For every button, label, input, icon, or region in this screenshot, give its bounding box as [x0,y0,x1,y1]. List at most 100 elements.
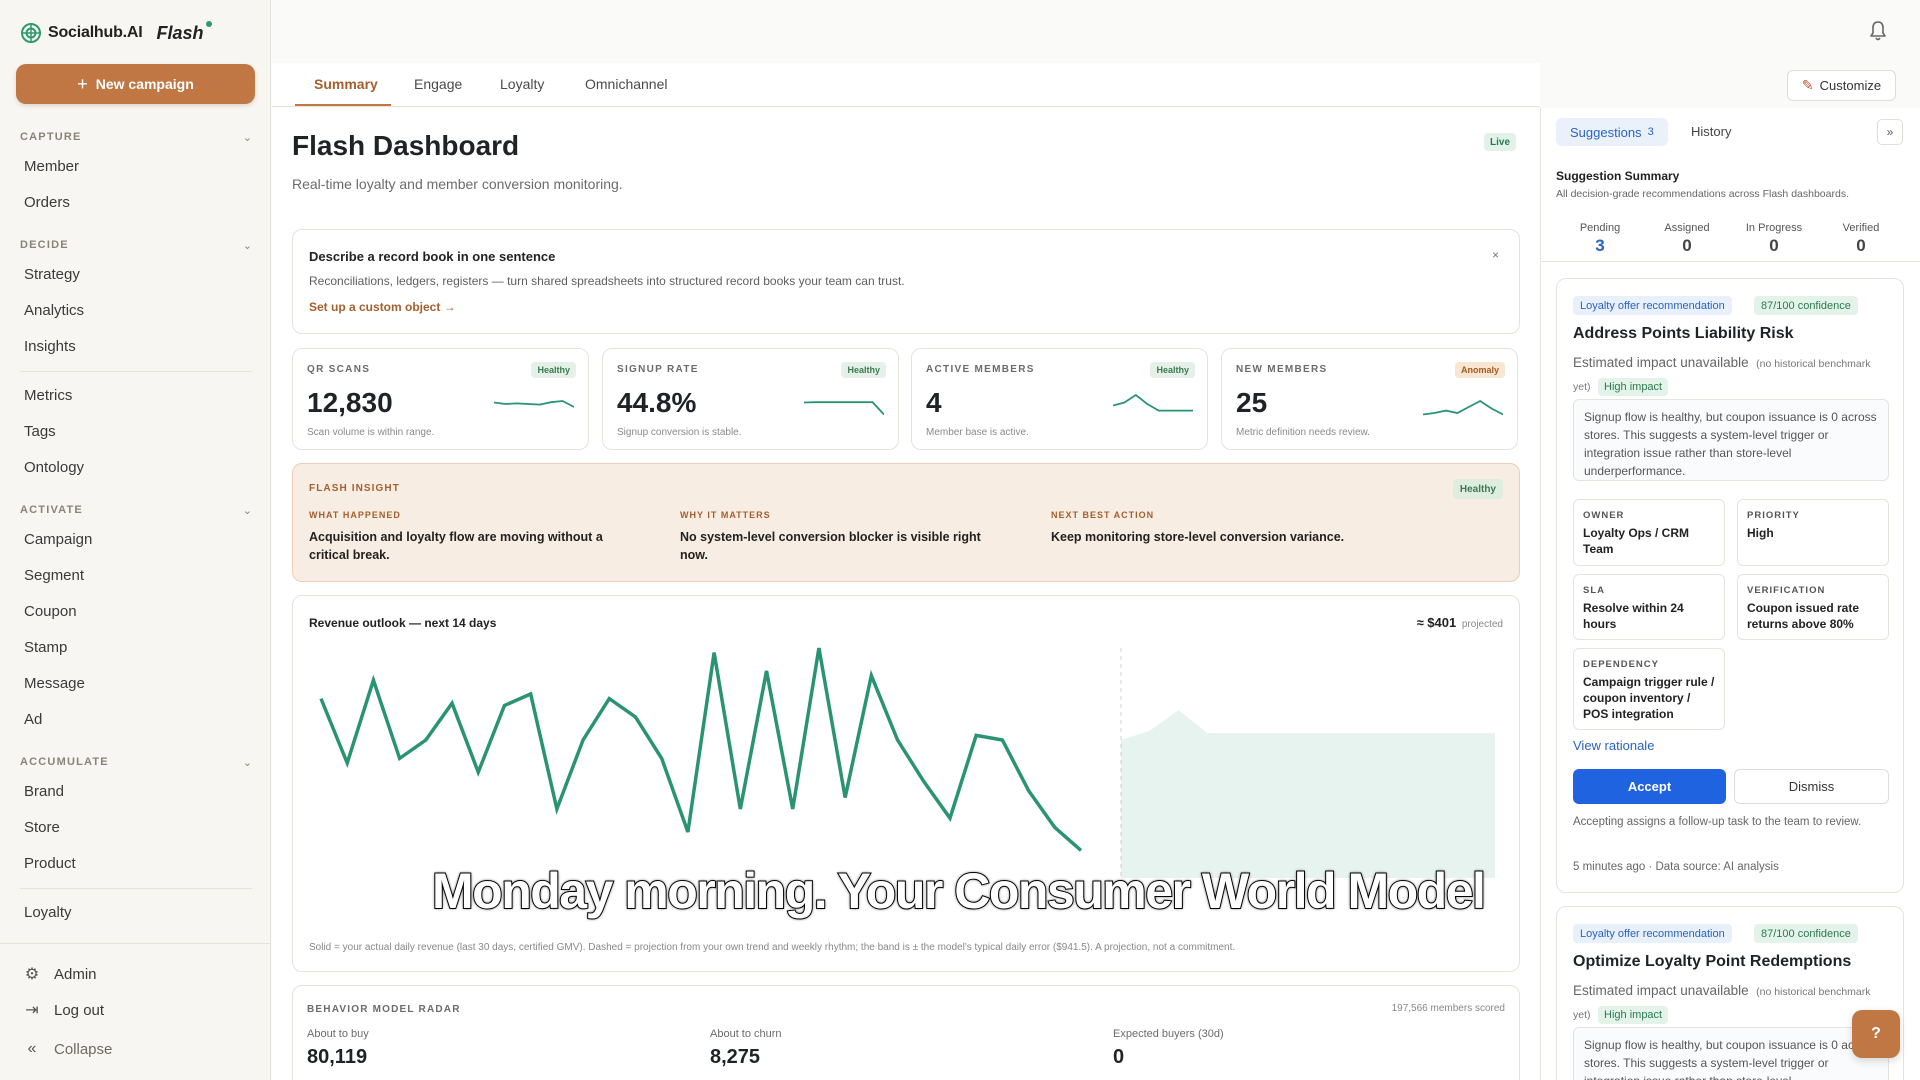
dismiss-button[interactable]: Dismiss [1734,769,1889,804]
section-accumulate[interactable]: ACCUMULATE ⌄ [20,752,252,772]
next-best-action: NEXT BEST ACTION Keep monitoring store-l… [1051,510,1381,546]
stat-label: About to buy [307,1028,369,1040]
section-capture[interactable]: CAPTURE ⌄ [20,127,252,147]
sidebar-item-stamp[interactable]: Stamp [24,639,68,656]
brand[interactable]: Socialhub.AI Flash [20,20,212,46]
stat-value: 3 [1595,236,1605,255]
field-value: Resolve within 24 hours [1583,601,1684,631]
socialhub-logo-icon [21,23,41,43]
sidebar-item-product[interactable]: Product [24,855,76,872]
bell-icon[interactable] [1868,20,1888,42]
sidebar-item-strategy[interactable]: Strategy [24,266,80,283]
flash-insight-card: FLASH INSIGHT Healthy WHAT HAPPENED Acqu… [292,463,1520,582]
sidebar-item-brand[interactable]: Brand [24,783,65,800]
custom-object-link[interactable]: Set up a custom object → [309,300,456,314]
record-book-card: Describe a record book in one sentence R… [292,229,1520,334]
impact-note: (no historical benchmark yet) [1573,358,1871,393]
stat-in-progress: In Progress 0 [1734,222,1814,256]
sidebar-item-member[interactable]: Member [24,158,80,175]
impact-line: Estimated impact unavailable (no histori… [1573,352,1893,398]
why-it-matters: WHY IT MATTERS No system-level conversio… [680,510,1010,564]
admin-link[interactable]: ⚙ Admin [24,964,97,984]
divider [20,371,252,372]
projected-label: projected [1461,619,1503,630]
radar-stat-expected: Expected buyers (30d) 0 [1113,1028,1224,1069]
chevron-down-icon: ⌄ [242,756,252,769]
new-campaign-label: New campaign [95,76,194,92]
section-label: ACCUMULATE [20,756,109,768]
owner-field: OWNER Loyalty Ops / CRM Team [1573,499,1725,566]
sidebar-item-campaign[interactable]: Campaign [24,531,93,548]
radar-members: 197,566 members scored [1391,1003,1505,1014]
sidebar-item-insights[interactable]: Insights [24,338,76,355]
metric-card-qr-scans[interactable]: QR SCANS 12,830 Scan volume is within ra… [292,348,589,450]
tab-omnichannel[interactable]: Omnichannel [585,76,668,92]
live-badge: Live [1484,133,1517,151]
tab-suggestions[interactable]: Suggestions 3 [1556,118,1668,146]
sidebar-item-ad[interactable]: Ad [24,711,43,728]
metric-card-signup-rate[interactable]: SIGNUP RATE 44.8% Signup conversion is s… [602,348,899,450]
sidebar-item-orders[interactable]: Orders [24,194,70,211]
sidebar-item-message[interactable]: Message [24,675,85,692]
tab-loyalty[interactable]: Loyalty [500,76,545,92]
stat-label: Assigned [1664,222,1710,234]
gear-icon: ⚙ [24,966,40,983]
new-campaign-button[interactable]: + New campaign [16,64,255,104]
stat-verified: Verified 0 [1821,222,1901,256]
customize-button[interactable]: ✎ Customize [1787,70,1896,101]
metric-value: 25 [1236,387,1268,418]
double-chevron-left-icon: « [27,1040,37,1057]
sidebar-item-metrics[interactable]: Metrics [24,387,73,404]
section-label: DECIDE [20,239,69,251]
actual-revenue-line [319,647,1083,852]
confidence-tag: 87/100 confidence [1754,924,1858,943]
suggestion-meta: 5 minutes ago · Data source: AI analysis [1573,861,1779,873]
tab-label: Suggestions [1570,124,1642,140]
impact-text: Estimated impact unavailable [1573,983,1749,998]
behavior-radar-card: BEHAVIOR MODEL RADAR 197,566 members sco… [292,985,1520,1080]
metric-note: Scan volume is within range. [307,427,435,438]
page-subtitle: Real-time loyalty and member conversion … [292,176,623,192]
help-button[interactable]: ? [1852,1010,1900,1058]
count-badge: 3 [1647,126,1654,138]
revenue-line-chart[interactable] [309,638,1505,908]
section-decide[interactable]: DECIDE ⌄ [20,235,252,255]
metric-card-new-members[interactable]: NEW MEMBERS 25 Metric definition needs r… [1221,348,1518,450]
stat-value: 0 [1769,236,1779,255]
what-happened: WHAT HAPPENED Acquisition and loyalty fl… [309,510,639,564]
collapse-button[interactable]: « Collapse [24,1040,113,1058]
expand-panel-icon[interactable]: » [1877,119,1903,145]
collapse-label: Collapse [54,1040,113,1058]
divider [20,888,252,889]
tab-engage[interactable]: Engage [414,76,463,92]
field-label: SLA [1583,585,1605,596]
sidebar-item-loyalty[interactable]: Loyalty [24,904,72,921]
sidebar-item-store[interactable]: Store [24,819,60,836]
sidebar-item-analytics[interactable]: Analytics [24,302,85,319]
stat-label: About to churn [710,1028,782,1040]
active-tab-indicator [295,104,391,106]
plus-icon: + [77,74,88,94]
chevron-down-icon: ⌄ [242,239,252,252]
insight-heading: WHAT HAPPENED [309,510,401,520]
suggestion-card: Loyalty offer recommendation 87/100 conf… [1556,278,1904,893]
sidebar-item-segment[interactable]: Segment [24,567,85,584]
view-rationale-link[interactable]: View rationale [1573,738,1655,753]
section-activate[interactable]: ACTIVATE ⌄ [20,500,252,520]
metric-value: 44.8% [617,387,697,418]
sidebar-item-ontology[interactable]: Ontology [24,459,85,476]
tab-history[interactable]: History [1691,124,1732,139]
sparkline [494,400,574,408]
tab-summary[interactable]: Summary [314,76,378,92]
accept-button[interactable]: Accept [1573,769,1726,804]
logout-link[interactable]: ⇥ Log out [24,1000,104,1020]
sidebar-item-coupon[interactable]: Coupon [24,603,77,620]
close-icon[interactable]: × [1491,248,1499,262]
impact-badge: High impact [1598,1006,1669,1024]
sidebar-item-tags[interactable]: Tags [24,423,56,440]
field-label: DEPENDENCY [1583,659,1659,670]
suggestion-body: Signup flow is healthy, but coupon issua… [1573,1027,1889,1080]
projected-value: ≈ $401 [1416,615,1457,630]
metric-card-active-members[interactable]: ACTIVE MEMBERS 4 Member base is active. … [911,348,1208,450]
suggestion-title: Address Points Liability Risk [1573,325,1794,342]
